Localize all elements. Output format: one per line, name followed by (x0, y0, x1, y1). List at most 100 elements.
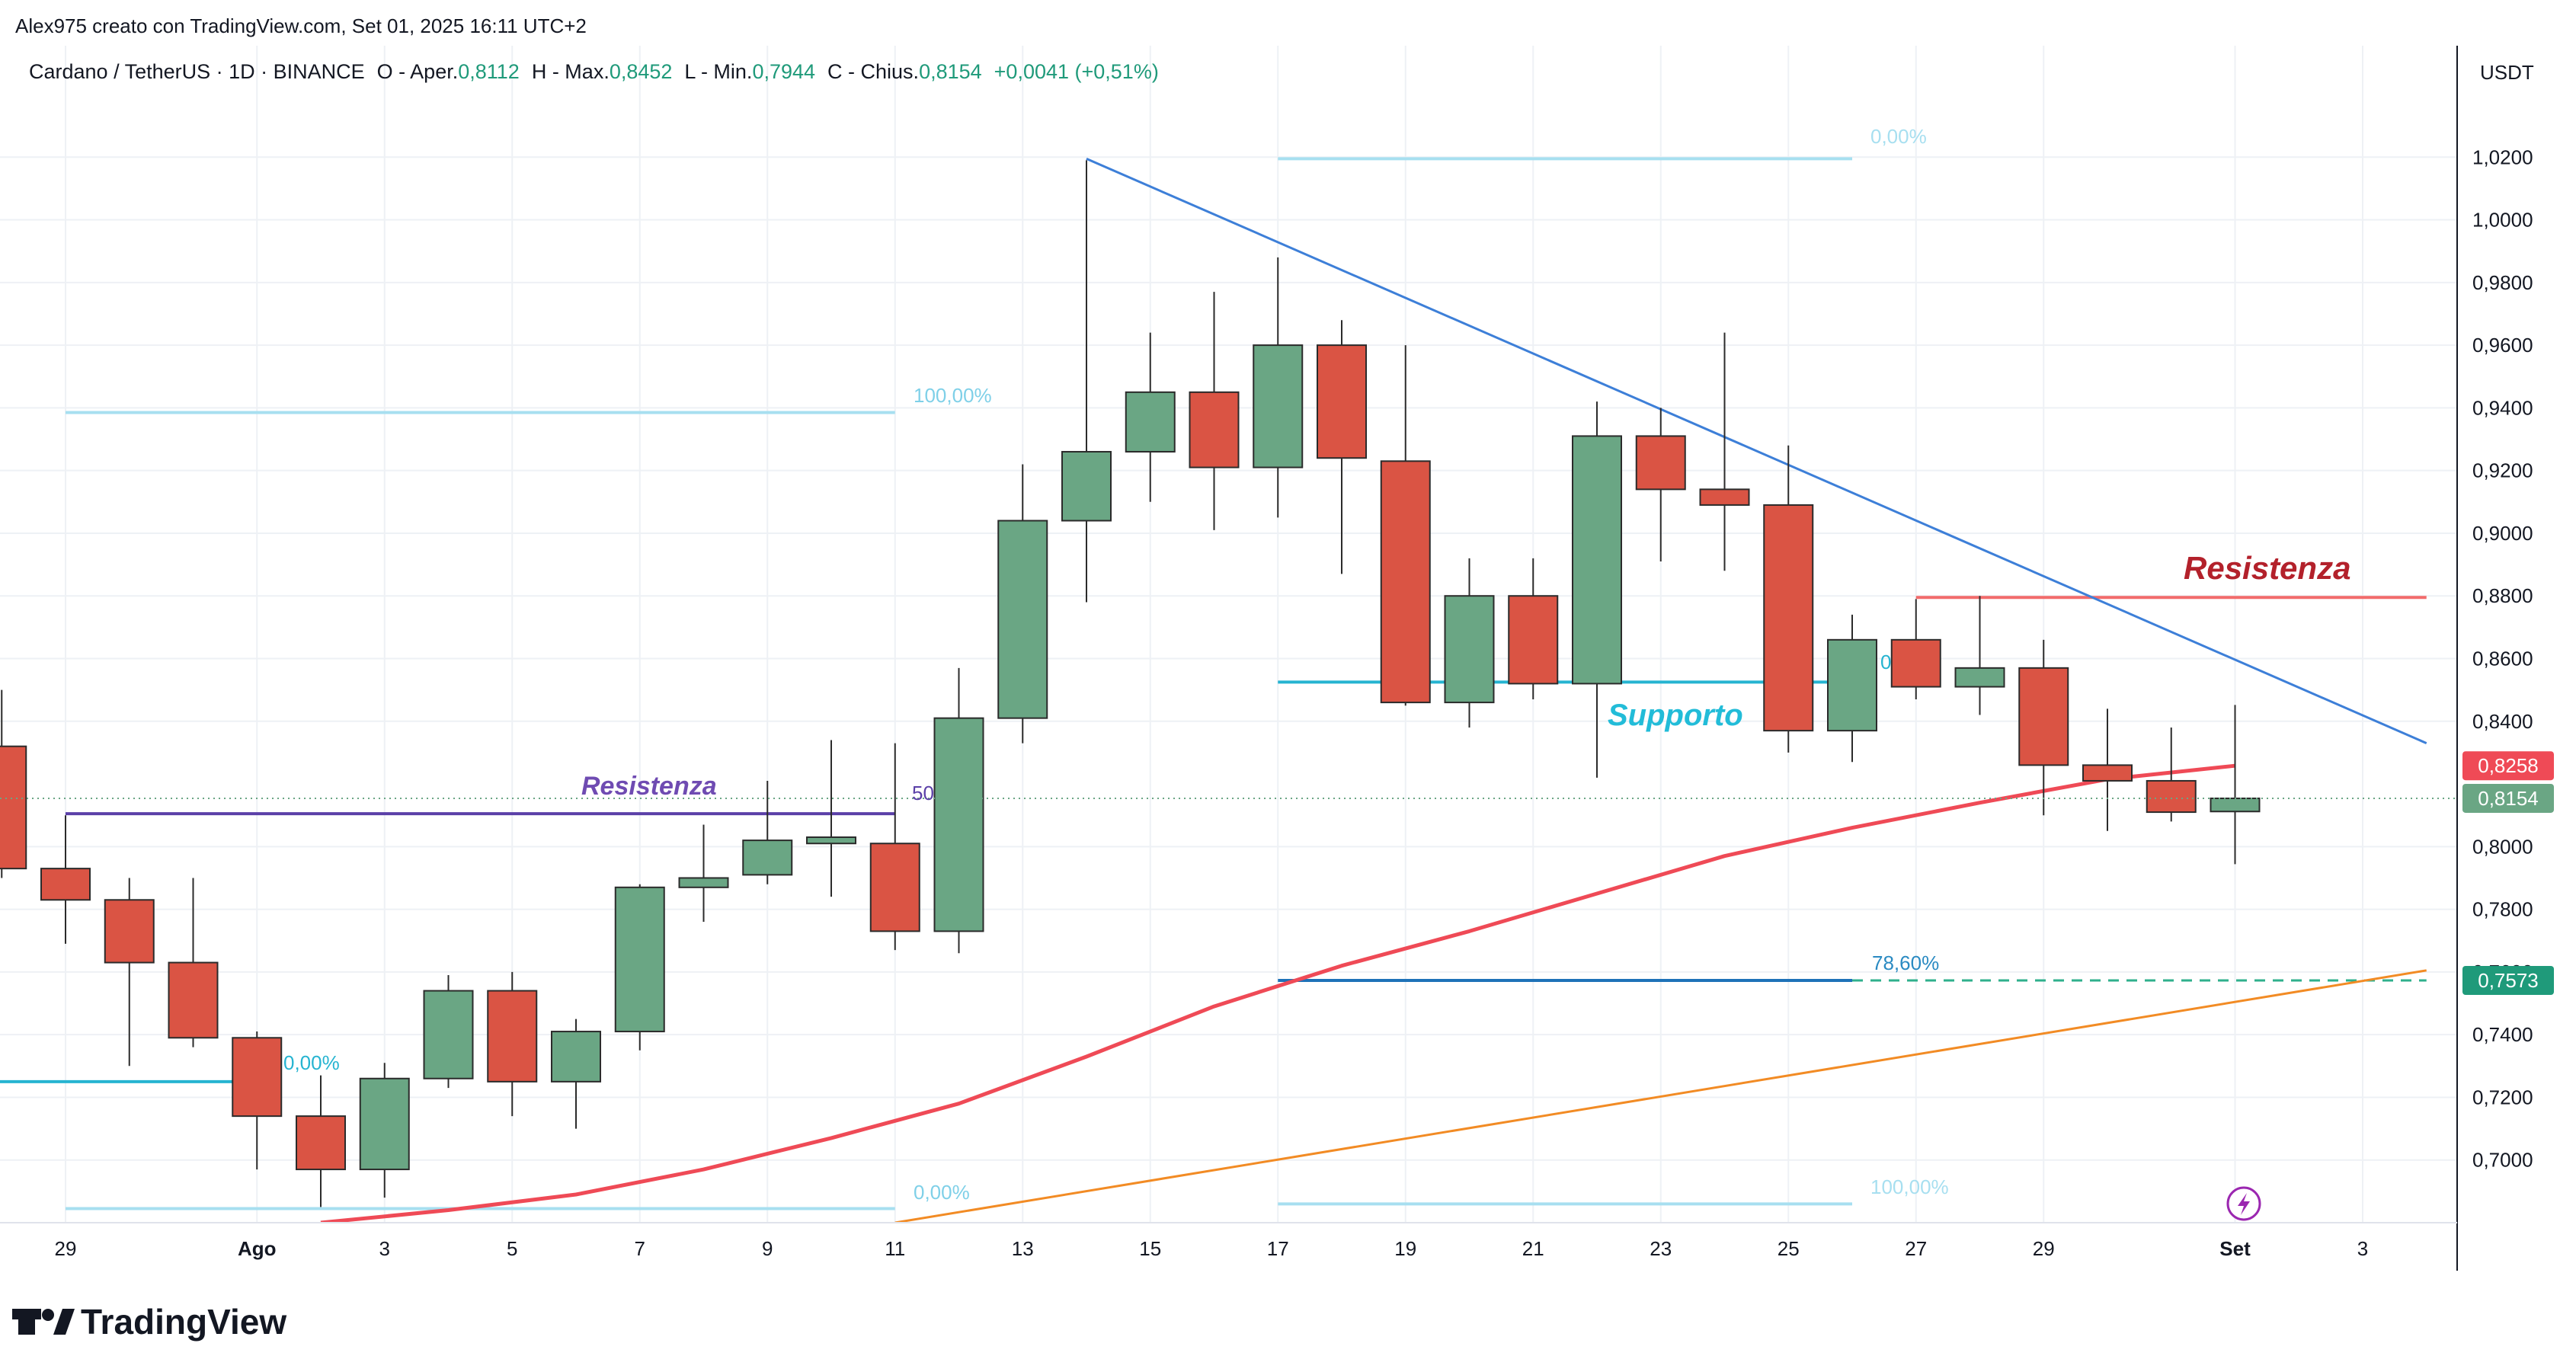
time-tick-label[interactable]: 27 (1905, 1237, 1927, 1260)
price-tick-label[interactable]: 0,8800 (2472, 584, 2533, 607)
candle[interactable] (423, 975, 474, 1089)
tradingview-logo[interactable]: TradingView (12, 1302, 286, 1342)
candle-body (806, 836, 856, 845)
fib-label-right-bottom: 100,00% (1870, 1175, 1949, 1198)
candle[interactable] (1061, 160, 1112, 603)
candle[interactable] (678, 824, 729, 923)
moving-average[interactable] (320, 763, 2235, 1223)
candle[interactable] (1253, 257, 1304, 518)
credit-text: Alex975 creato con TradingView.com, Set … (15, 14, 587, 37)
lightning-icon[interactable] (2226, 1186, 2261, 1221)
candle[interactable] (168, 878, 219, 1047)
price-tick-label[interactable]: 0,8600 (2472, 648, 2533, 670)
candle[interactable] (0, 689, 27, 878)
candle[interactable] (40, 815, 91, 944)
time-tick-label[interactable]: 23 (1650, 1237, 1672, 1260)
time-tick-label[interactable]: 19 (1394, 1237, 1416, 1260)
candle-body (1380, 460, 1431, 704)
candle[interactable] (104, 878, 155, 1067)
time-tick-label[interactable]: 29 (2033, 1237, 2055, 1260)
fib-label-right-618: 0 (1880, 651, 1891, 673)
time-tick-label[interactable]: 7 (635, 1237, 645, 1260)
candle-body (1061, 450, 1112, 522)
price-tick-label[interactable]: 0,8400 (2472, 710, 2533, 733)
candle[interactable] (1954, 596, 2005, 715)
candle[interactable] (1827, 614, 1877, 763)
price-tick-label[interactable]: 0,9000 (2472, 522, 2533, 545)
time-tick-label[interactable]: 13 (1012, 1237, 1034, 1260)
annotation-resistance-left[interactable]: Resistenza (581, 772, 717, 801)
price-tick-label[interactable]: 0,9200 (2472, 459, 2533, 482)
candle[interactable] (1125, 332, 1176, 502)
fib-label-left-top: 100,00% (914, 384, 992, 407)
candle[interactable] (997, 464, 1048, 744)
price-tick-label[interactable]: 0,7400 (2472, 1023, 2533, 1046)
candle[interactable] (1890, 599, 1941, 699)
price-tick-label[interactable]: 0,9400 (2472, 396, 2533, 419)
time-tick-label[interactable]: 3 (379, 1237, 390, 1260)
candle[interactable] (296, 1075, 346, 1207)
price-tick-label[interactable]: 0,9800 (2472, 271, 2533, 294)
time-tick-label[interactable]: 3 (2357, 1237, 2368, 1260)
candle[interactable] (2018, 639, 2069, 816)
time-tick-label[interactable]: 21 (1522, 1237, 1544, 1260)
candle-body (1189, 391, 1240, 469)
time-tick-label[interactable]: 5 (507, 1237, 517, 1260)
candle[interactable] (742, 780, 793, 884)
annotation-support[interactable]: Supporto (1608, 699, 1743, 732)
price-tick-label[interactable]: 0,7200 (2472, 1086, 2533, 1108)
candle[interactable] (1317, 320, 1367, 574)
horizontal-levels[interactable] (66, 596, 2427, 982)
trendlines[interactable] (894, 157, 2427, 1223)
time-tick-label[interactable]: 11 (885, 1237, 905, 1260)
legend-close-label: C - Chius. (827, 60, 919, 83)
trendline-descending[interactable] (1086, 157, 2427, 744)
candle[interactable] (1380, 345, 1431, 706)
candle[interactable] (1508, 558, 1559, 699)
candles[interactable] (0, 160, 2261, 1207)
price-tick-label[interactable]: 0,8000 (2472, 835, 2533, 858)
candle[interactable] (1763, 445, 1814, 753)
candle[interactable] (614, 884, 665, 1051)
time-tick-label[interactable]: 9 (762, 1237, 773, 1260)
price-axis-currency[interactable]: USDT (2480, 61, 2534, 84)
time-tick-label[interactable]: Ago (238, 1237, 277, 1260)
candle-body (423, 990, 474, 1079)
candle[interactable] (933, 667, 984, 954)
candle[interactable] (806, 740, 856, 897)
price-tick-label[interactable]: 0,7000 (2472, 1149, 2533, 1172)
candle[interactable] (359, 1063, 410, 1198)
candle[interactable] (1444, 558, 1495, 728)
candle[interactable] (551, 1019, 601, 1129)
time-tick-label[interactable]: 29 (55, 1237, 77, 1260)
price-tick-label[interactable]: 0,7800 (2472, 898, 2533, 921)
time-tick-label[interactable]: 15 (1139, 1237, 1161, 1260)
time-tick-label[interactable]: Set (2219, 1237, 2251, 1260)
candle[interactable] (1189, 292, 1240, 530)
price-tick-label[interactable]: 0,9600 (2472, 334, 2533, 357)
candle[interactable] (1699, 332, 1750, 571)
fibonacci-levels[interactable] (0, 157, 1852, 1210)
candle[interactable] (1572, 401, 1622, 778)
candle[interactable] (487, 971, 538, 1117)
candle[interactable] (869, 743, 920, 951)
price-axis[interactable]: USDT 0,70000,72000,74000,76000,78000,800… (2456, 46, 2534, 1271)
candle[interactable] (2146, 728, 2197, 822)
candle[interactable] (2082, 708, 2133, 831)
candle[interactable] (2210, 705, 2261, 865)
time-tick-label[interactable]: 17 (1267, 1237, 1289, 1260)
legend-close-value: 0,8154 (919, 60, 982, 83)
price-tick-label[interactable]: 1,0200 (2472, 146, 2533, 168)
candle[interactable] (232, 1031, 283, 1170)
price-tick-label[interactable]: 1,0000 (2472, 209, 2533, 232)
ma-line[interactable] (320, 763, 2235, 1223)
legend-high-value: 0,8452 (610, 60, 673, 83)
candle-body (1827, 638, 1877, 732)
time-axis[interactable]: 29 Ago 3 5 7 9 11 13 15 17 19 21 23 25 27 29 Set 3 (0, 1222, 2457, 1260)
annotation-resistance-right[interactable]: Resistenza (2184, 550, 2350, 586)
trendline-ascending[interactable] (894, 969, 2427, 1223)
candle[interactable] (1635, 408, 1686, 561)
time-tick-label[interactable]: 25 (1778, 1237, 1800, 1260)
